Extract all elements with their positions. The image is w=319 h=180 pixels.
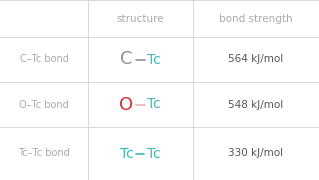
Text: Tc: Tc — [147, 98, 160, 111]
Text: C: C — [120, 51, 133, 69]
Text: Tc: Tc — [120, 147, 133, 161]
Text: 564 kJ/mol: 564 kJ/mol — [228, 55, 284, 64]
Text: Tc: Tc — [147, 147, 160, 161]
Text: bond strength: bond strength — [219, 14, 293, 24]
Text: O–Tc bond: O–Tc bond — [19, 100, 69, 109]
Text: Tc–Tc bond: Tc–Tc bond — [18, 148, 70, 159]
Text: O: O — [119, 96, 134, 114]
Text: 330 kJ/mol: 330 kJ/mol — [228, 148, 284, 159]
Text: Tc: Tc — [147, 53, 160, 66]
Text: 548 kJ/mol: 548 kJ/mol — [228, 100, 284, 109]
Text: C–Tc bond: C–Tc bond — [19, 55, 69, 64]
Text: structure: structure — [117, 14, 164, 24]
